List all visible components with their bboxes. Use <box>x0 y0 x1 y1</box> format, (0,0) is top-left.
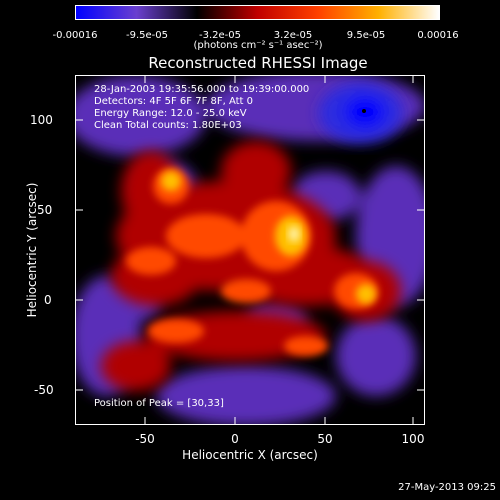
colorbar-tick-label: -0.00016 <box>52 30 98 41</box>
x-tick-label: -50 <box>135 432 155 446</box>
colorbar-unit: (photons cm⁻² s⁻¹ asec⁻²) <box>193 40 323 51</box>
min-marker <box>362 109 366 113</box>
x-tick-label: 100 <box>401 432 425 446</box>
colorbar-tick-label: -3.2e-05 <box>199 30 241 41</box>
info-line-energy: Energy Range: 12.0 - 25.0 keV <box>94 108 247 119</box>
info-line-counts: Clean Total counts: 1.80E+03 <box>94 120 242 131</box>
x-tick-label: 0 <box>231 432 239 446</box>
negative-peak <box>319 83 403 143</box>
info-line-time: 28-Jan-2003 19:35:56.000 to 19:39:00.000 <box>94 84 310 95</box>
peak-position-label: Position of Peak = [30,33] <box>94 398 224 409</box>
colorbar-tick-label: 9.5e-05 <box>346 30 386 41</box>
peak-core <box>288 226 300 242</box>
timestamp: 27-May-2013 09:25 <box>398 482 496 493</box>
colorbar-tick-label: -9.5e-05 <box>126 30 168 41</box>
image-title: Reconstructed RHESSI Image <box>148 54 368 72</box>
flux-map <box>76 76 424 424</box>
y-axis-label: Heliocentric Y (arcsec) <box>25 182 39 318</box>
y-tick-label: -50 <box>34 383 54 397</box>
x-tick-label: 50 <box>317 432 333 446</box>
y-tick-label: 50 <box>37 203 53 217</box>
info-line-detectors: Detectors: 4F 5F 6F 7F 8F, Att 0 <box>94 96 254 107</box>
x-axis-label: Heliocentric X (arcsec) <box>182 448 318 462</box>
colorbar-tick-label: 3.2e-05 <box>273 30 313 41</box>
colorbar <box>75 5 440 20</box>
colorbar-tick-label: 0.00016 <box>417 30 459 41</box>
rhessi-image: 28-Jan-2003 19:35:56.000 to 19:39:00.000… <box>75 75 425 425</box>
y-tick-label: 0 <box>44 293 52 307</box>
y-tick-label: 100 <box>30 113 53 127</box>
